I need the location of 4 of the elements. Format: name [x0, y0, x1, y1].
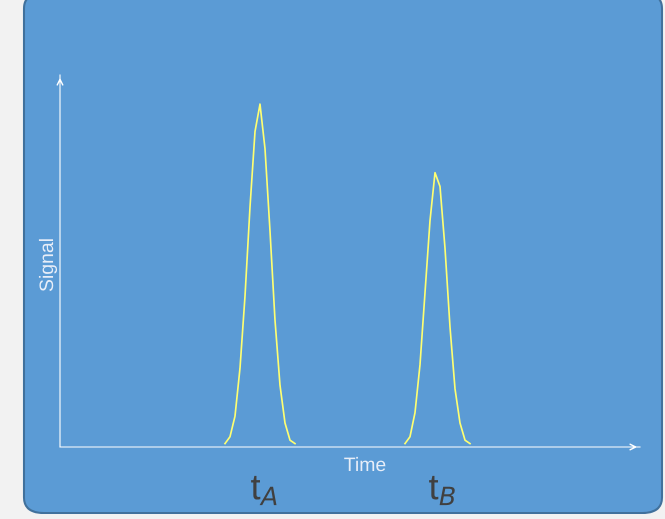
text: t$_{A}$ [251, 476, 276, 506]
text: t$_{B}$ [429, 476, 455, 506]
x-axis-title: Time [344, 456, 386, 472]
y-axis-title: Signal [38, 239, 58, 292]
